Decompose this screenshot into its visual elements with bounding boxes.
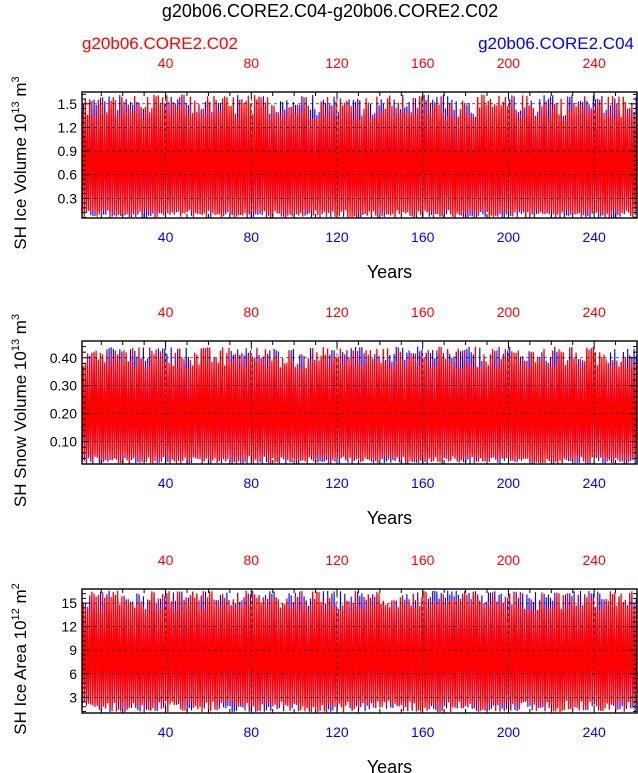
x-tick-label-bottom: 40 bbox=[158, 724, 174, 740]
y-tick-label: 0.40 bbox=[50, 350, 77, 366]
x-tick-label-bottom: 200 bbox=[497, 475, 521, 491]
x-tick-label-bottom: 200 bbox=[497, 229, 521, 245]
x-tick-label-top: 160 bbox=[411, 55, 435, 71]
y-axis-label: SH Ice Volume 1013 m3 bbox=[10, 76, 30, 249]
x-tick-label-top: 240 bbox=[582, 552, 606, 568]
y-tick-label: 0.6 bbox=[58, 167, 78, 183]
x-tick-label-bottom: 120 bbox=[325, 724, 349, 740]
x-tick-label-bottom: 160 bbox=[411, 475, 435, 491]
y-tick-label: 9 bbox=[69, 642, 77, 658]
x-tick-label-top: 120 bbox=[325, 552, 349, 568]
x-tick-label-top: 80 bbox=[243, 304, 259, 320]
x-tick-label-bottom: 240 bbox=[582, 475, 606, 491]
y-tick-label: 1.2 bbox=[58, 119, 78, 135]
x-tick-label-top: 40 bbox=[158, 55, 174, 71]
plot-frame bbox=[81, 91, 638, 219]
y-axis-label: SH Snow Volume 1013 m3 bbox=[10, 314, 30, 507]
x-tick-label-top: 120 bbox=[325, 55, 349, 71]
x-tick-label-bottom: 40 bbox=[158, 229, 174, 245]
y-tick-label: 0.9 bbox=[58, 143, 78, 159]
y-tick-label: 6 bbox=[69, 666, 77, 682]
x-tick-label-bottom: 80 bbox=[243, 475, 259, 491]
x-tick-label-bottom: 160 bbox=[411, 724, 435, 740]
x-tick-label-bottom: 40 bbox=[158, 475, 174, 491]
x-tick-label-top: 240 bbox=[582, 55, 606, 71]
legend-label-c02: g20b06.CORE2.C02 bbox=[82, 34, 238, 53]
y-tick-label: 15 bbox=[61, 595, 77, 611]
x-tick-label-bottom: 120 bbox=[325, 475, 349, 491]
x-tick-label-top: 160 bbox=[411, 304, 435, 320]
panels: 0.3 0.6 0.9 1.2 1.5 40 40 80 80 120 120 160 160 200 20… bbox=[10, 55, 638, 773]
y-axis-label: SH Ice Area 1012 m2 bbox=[10, 583, 30, 735]
x-tick-label-top: 120 bbox=[325, 304, 349, 320]
x-tick-label-bottom: 120 bbox=[325, 229, 349, 245]
x-tick-label-top: 160 bbox=[411, 552, 435, 568]
x-axis-label: Years bbox=[367, 508, 412, 528]
x-tick-label-top: 240 bbox=[582, 304, 606, 320]
series-line-c02 bbox=[82, 346, 637, 464]
x-tick-label-top: 200 bbox=[497, 552, 521, 568]
series-line-c02 bbox=[82, 590, 637, 713]
x-tick-label-bottom: 240 bbox=[582, 724, 606, 740]
x-tick-label-top: 200 bbox=[497, 55, 521, 71]
plot-frame bbox=[81, 588, 638, 714]
y-tick-label: 1.5 bbox=[58, 96, 78, 112]
y-tick-label: 3 bbox=[69, 689, 77, 705]
x-axis-label: Years bbox=[367, 262, 412, 282]
x-axis-label: Years bbox=[367, 757, 412, 773]
y-tick-label: 0.20 bbox=[50, 406, 77, 422]
panel-3: 3 6 9 12 15 40 40 80 80 120 120 160 160 200 200 240 240 Y… bbox=[10, 552, 638, 773]
legend-label-c04: g20b06.CORE2.C04 bbox=[478, 34, 634, 53]
x-tick-label-top: 40 bbox=[158, 304, 174, 320]
x-tick-label-top: 80 bbox=[243, 552, 259, 568]
panel-2: 0.10 0.20 0.30 0.40 40 40 80 80 120 120 160 160 200 2… bbox=[10, 304, 638, 528]
panel-1: 0.3 0.6 0.9 1.2 1.5 40 40 80 80 120 120 160 160 200 20… bbox=[10, 55, 638, 282]
x-tick-label-bottom: 80 bbox=[243, 229, 259, 245]
x-tick-label-bottom: 160 bbox=[411, 229, 435, 245]
x-tick-label-bottom: 240 bbox=[582, 229, 606, 245]
x-tick-label-top: 80 bbox=[243, 55, 259, 71]
series-line-c02 bbox=[82, 94, 637, 218]
y-tick-label: 0.10 bbox=[50, 434, 77, 450]
x-tick-label-bottom: 80 bbox=[243, 724, 259, 740]
x-tick-label-bottom: 200 bbox=[497, 724, 521, 740]
y-tick-label: 0.30 bbox=[50, 378, 77, 394]
figure-title: g20b06.CORE2.C04-g20b06.CORE2.C02 bbox=[162, 1, 498, 21]
y-tick-label: 12 bbox=[61, 619, 77, 635]
x-tick-label-top: 40 bbox=[158, 552, 174, 568]
x-tick-label-top: 200 bbox=[497, 304, 521, 320]
y-tick-label: 0.3 bbox=[58, 190, 78, 206]
